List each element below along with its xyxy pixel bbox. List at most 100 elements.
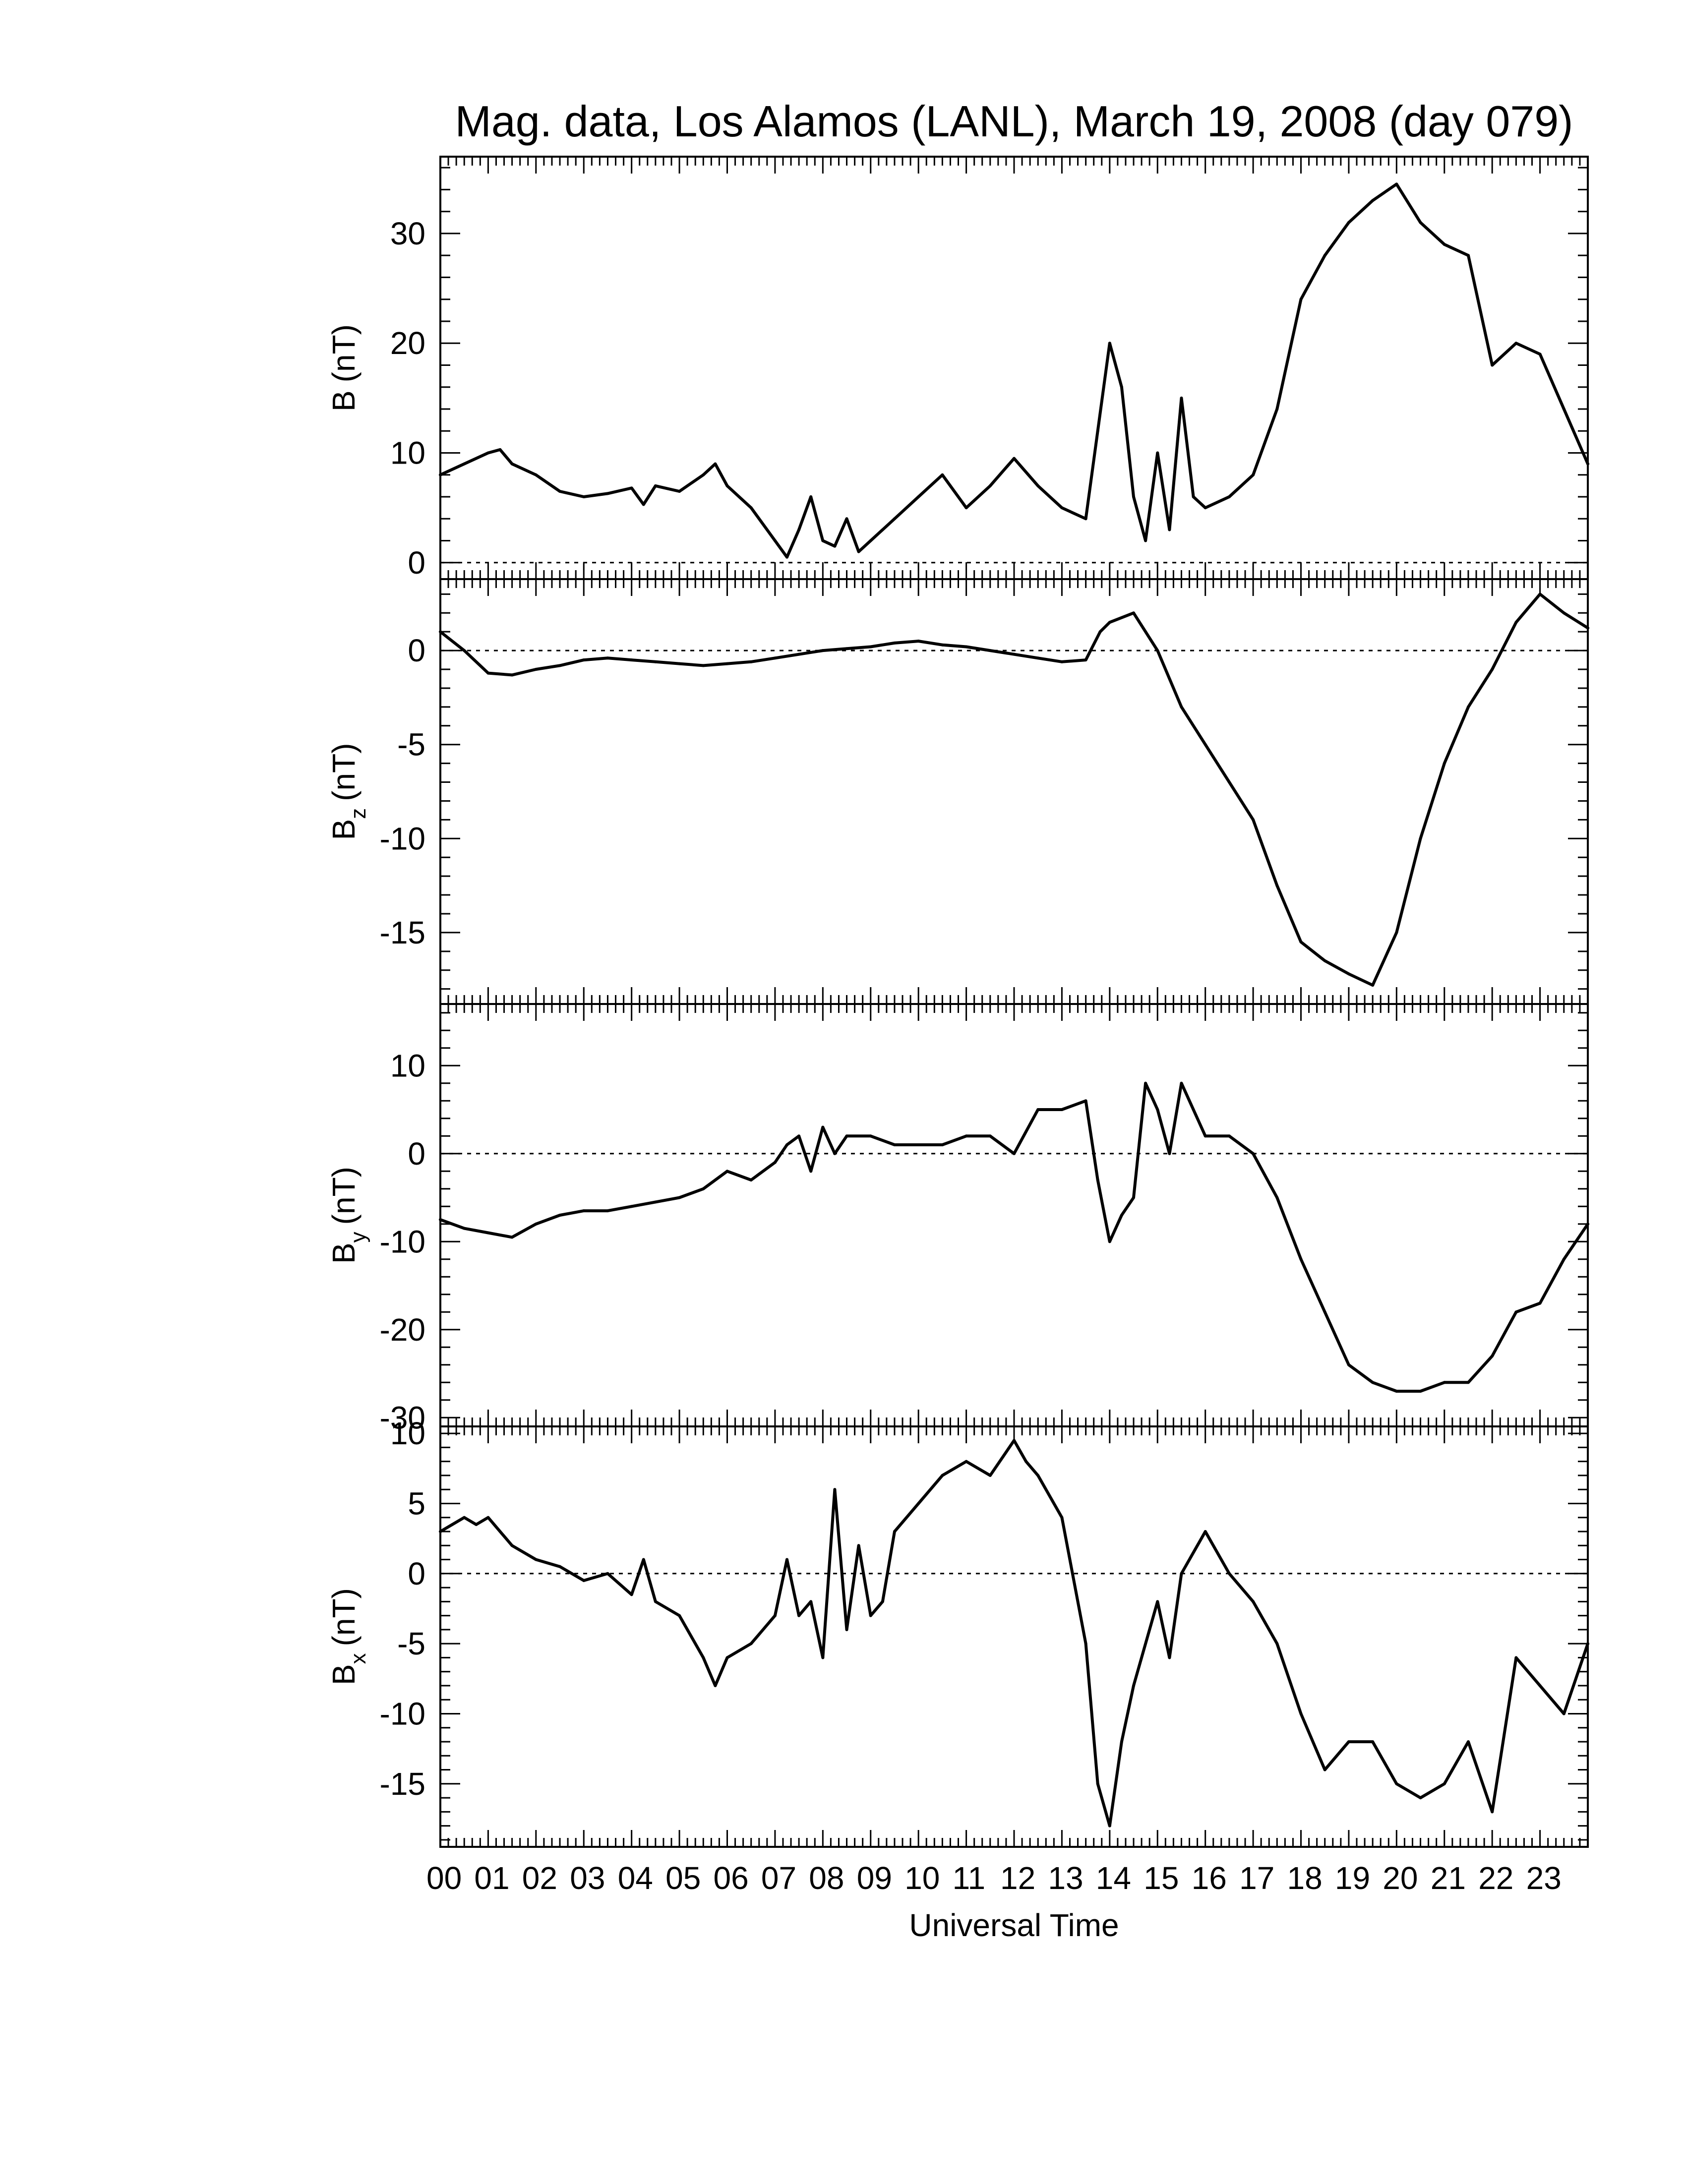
data-point — [1371, 1381, 1375, 1384]
data-point — [1096, 1782, 1099, 1785]
data-point — [1371, 1740, 1375, 1743]
data-point — [439, 473, 442, 476]
data-point — [1013, 457, 1016, 460]
data-point — [1538, 1684, 1542, 1687]
x-tick-label: 06 — [714, 1860, 749, 1896]
x-tick-label: 13 — [1048, 1860, 1083, 1896]
data-point — [773, 1614, 777, 1617]
data-point — [821, 1656, 825, 1659]
data-point — [1491, 1810, 1494, 1814]
data-point — [630, 486, 633, 490]
data-point — [558, 1214, 562, 1217]
data-point — [678, 662, 681, 665]
data-point — [809, 1170, 813, 1173]
data-point — [1227, 1572, 1231, 1575]
y-axis-label-unit: (nT) — [326, 324, 361, 382]
data-point — [463, 1516, 466, 1519]
y-axis-label-unit: (nT) — [326, 743, 361, 801]
y-axis-label-By: By (nT) — [326, 1167, 370, 1264]
data-point — [1562, 407, 1566, 411]
panels: 0102030B(nT)0-5-10-15Bz(nT)100-10-20-30B… — [326, 156, 1589, 1896]
data-point — [1024, 1460, 1028, 1463]
data-point — [1347, 1740, 1350, 1743]
data-point — [1395, 931, 1398, 934]
data-point — [893, 1530, 896, 1533]
data-point — [1514, 342, 1518, 345]
data-point — [486, 1231, 490, 1235]
x-tick-label: 05 — [665, 1860, 701, 1896]
data-point — [1060, 1516, 1064, 1519]
panel-frame — [439, 156, 1589, 580]
data-point — [1275, 407, 1279, 411]
data-point — [1466, 1740, 1470, 1743]
data-point — [785, 1143, 789, 1146]
data-point — [833, 1152, 837, 1155]
data-point — [1347, 1363, 1350, 1366]
y-axis-label-subscript: x — [346, 1653, 370, 1664]
data-point — [1180, 1572, 1183, 1575]
x-tick-label: 08 — [809, 1860, 844, 1896]
series-line-B — [439, 182, 1589, 559]
data-point — [714, 462, 717, 466]
x-tick-label: 02 — [522, 1860, 557, 1896]
data-point — [1120, 1214, 1123, 1217]
data-point — [582, 1579, 586, 1582]
data-point — [1395, 1390, 1398, 1393]
data-point — [749, 1642, 753, 1646]
data-point — [1060, 506, 1064, 510]
data-point — [1323, 254, 1326, 257]
data-point — [1299, 297, 1303, 301]
data-point — [558, 489, 562, 493]
data-point — [941, 473, 944, 476]
x-tick-label: 00 — [426, 1860, 462, 1896]
data-point — [893, 517, 896, 521]
data-point — [1419, 1390, 1422, 1393]
y-axis-label-unit: (nT) — [326, 1588, 361, 1646]
data-point — [606, 656, 609, 660]
data-point — [1192, 495, 1195, 499]
data-point — [1180, 1081, 1183, 1085]
data-point — [1419, 837, 1422, 840]
data-point — [1299, 1712, 1303, 1715]
y-tick-label: -5 — [397, 727, 425, 763]
data-point — [606, 492, 609, 495]
data-point — [510, 1236, 514, 1239]
data-point — [988, 649, 992, 652]
data-point — [1586, 1642, 1589, 1646]
data-point — [510, 673, 514, 677]
data-point — [1204, 506, 1207, 510]
data-point — [1562, 611, 1566, 615]
series-line-Bz — [439, 592, 1589, 987]
data-point — [988, 1474, 992, 1477]
data-point — [439, 1530, 442, 1533]
data-point — [702, 664, 705, 667]
y-tick-label: 0 — [408, 1556, 425, 1592]
data-point — [1036, 1474, 1040, 1477]
data-point — [1180, 705, 1183, 708]
data-point — [1084, 1642, 1087, 1646]
data-point — [1491, 1355, 1494, 1358]
y-axis-label-main: B — [326, 1664, 361, 1685]
data-point — [785, 555, 789, 559]
data-point — [1098, 630, 1102, 634]
data-point — [1036, 1108, 1040, 1111]
y-axis-label-main: B — [326, 1242, 361, 1264]
data-point — [463, 1227, 466, 1230]
data-point — [845, 1628, 848, 1631]
data-point — [1108, 1824, 1111, 1828]
data-point — [1060, 660, 1064, 663]
data-point — [1443, 1782, 1446, 1785]
y-axis-label-subscript: y — [346, 1232, 370, 1242]
panel-Bz: 0 -5 -10 -15 Bz (nT) — [326, 578, 1589, 1005]
data-point — [988, 1134, 992, 1138]
data-point — [1204, 1134, 1207, 1138]
data-point — [1013, 1152, 1016, 1155]
data-point — [1060, 1108, 1064, 1111]
data-point — [642, 503, 645, 506]
data-point — [654, 484, 657, 487]
y-tick-label: -10 — [380, 1224, 426, 1259]
x-tick-label: 22 — [1478, 1860, 1513, 1896]
data-point — [1108, 1240, 1111, 1243]
x-tick-label: 15 — [1144, 1860, 1179, 1896]
